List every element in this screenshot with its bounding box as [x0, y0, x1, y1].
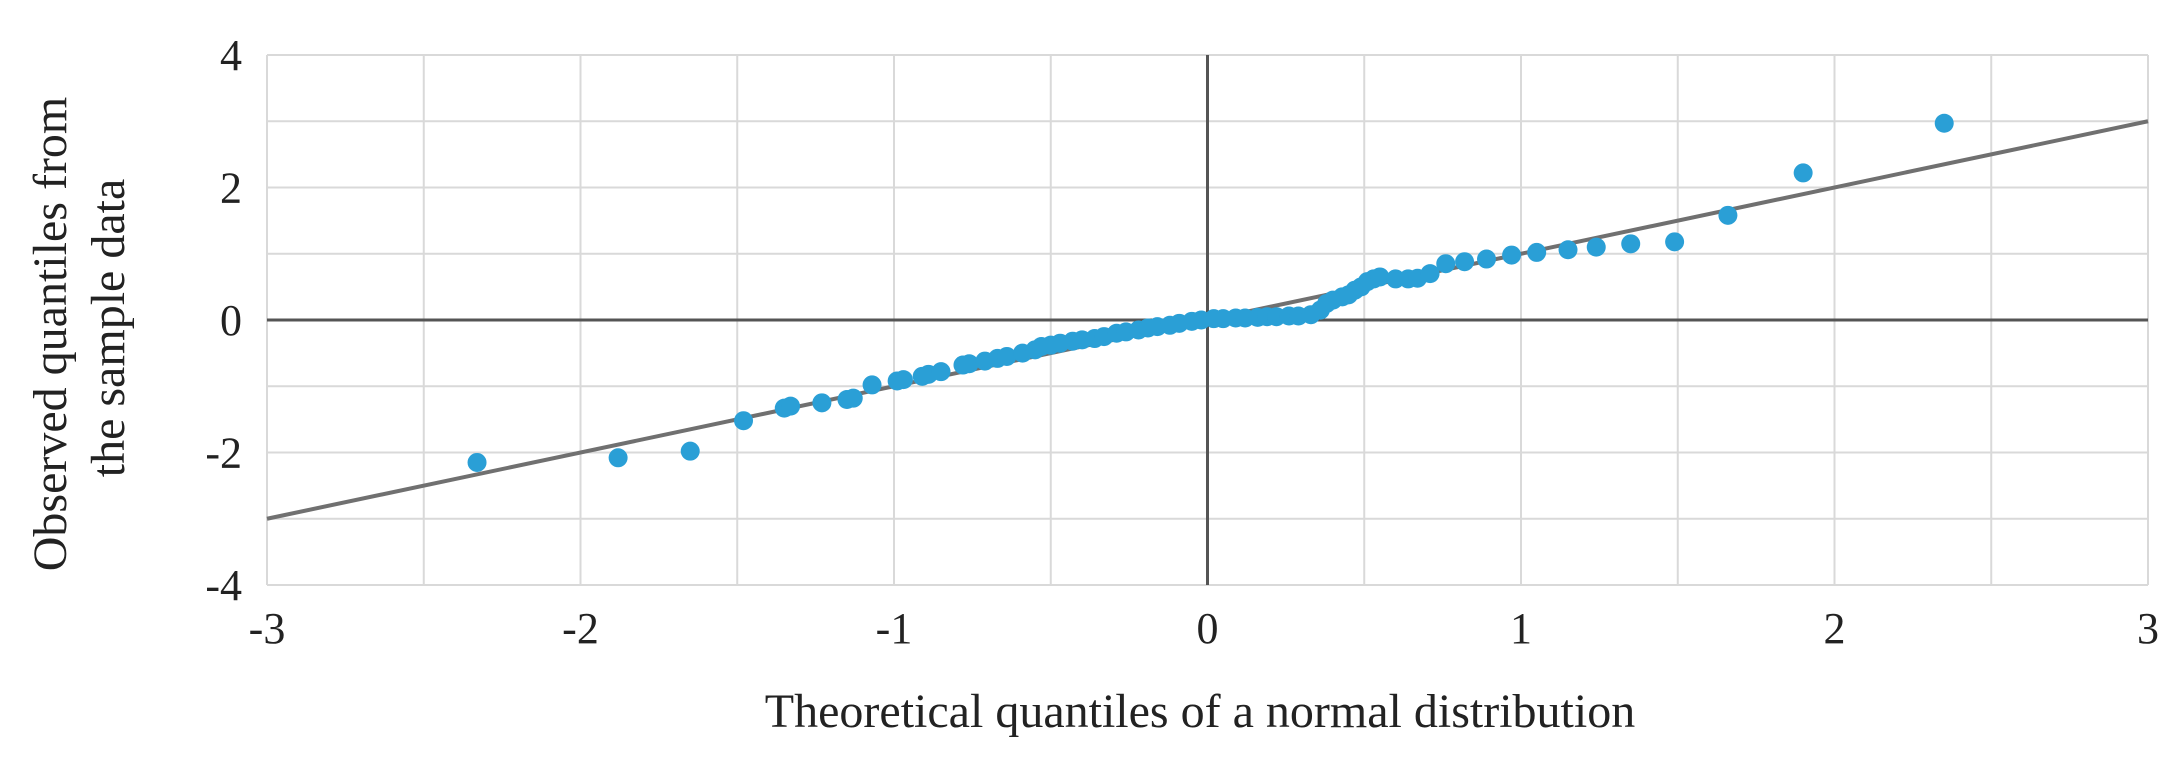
data-point	[1621, 234, 1641, 254]
x-tick-label: 1	[1510, 604, 1532, 653]
y-tick-label: 2	[220, 164, 242, 213]
y-axis-title: Observed quantiles from the sample data	[24, 85, 135, 572]
data-point	[680, 441, 700, 461]
y-axis-title-line-2: the sample data	[82, 179, 135, 478]
data-point	[843, 388, 863, 408]
x-tick-label: -1	[876, 604, 913, 653]
data-point	[734, 411, 754, 431]
data-point	[1527, 242, 1547, 262]
y-axis-title-line-1: Observed quantiles from	[24, 97, 77, 572]
data-point	[1934, 113, 1954, 133]
data-points	[467, 113, 1954, 472]
y-tick-label: 0	[220, 296, 242, 345]
data-point	[1477, 249, 1497, 269]
data-point	[862, 375, 882, 395]
y-tick-label: 4	[220, 31, 242, 80]
x-axis-title: Theoretical quantiles of a normal distri…	[765, 685, 1635, 738]
data-point	[1665, 232, 1685, 252]
data-point	[893, 370, 913, 390]
data-point	[931, 362, 951, 382]
x-tick-labels: -3 -2 -1 0 1 2 3	[249, 604, 2159, 653]
x-tick-label: -2	[562, 604, 599, 653]
x-tick-label: 0	[1197, 604, 1219, 653]
y-tick-label: -4	[205, 561, 242, 610]
data-point	[1455, 252, 1475, 272]
data-point	[1436, 254, 1456, 274]
data-point	[781, 396, 801, 416]
data-point	[1793, 163, 1813, 183]
data-point	[1420, 264, 1440, 284]
data-point	[812, 393, 832, 413]
data-point	[1558, 240, 1578, 260]
data-point	[997, 346, 1017, 366]
data-point	[1586, 237, 1606, 257]
y-tick-label: -2	[205, 429, 242, 478]
data-point	[467, 452, 487, 472]
data-point	[1370, 267, 1390, 287]
data-point	[1502, 245, 1522, 265]
data-point	[1718, 205, 1738, 225]
x-tick-label: 3	[2137, 604, 2159, 653]
x-tick-label: -3	[249, 604, 286, 653]
data-point	[608, 448, 628, 468]
x-tick-label: 2	[1824, 604, 1846, 653]
data-point	[959, 354, 979, 374]
y-tick-labels: 4 2 0 -2 -4	[205, 31, 242, 610]
